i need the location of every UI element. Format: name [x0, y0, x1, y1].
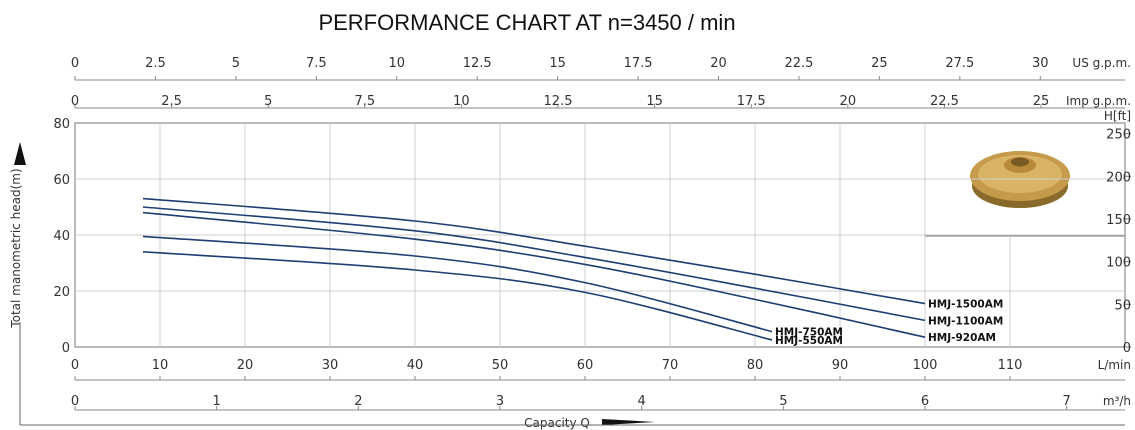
y-axis-left-label: Total manometric head(m): [9, 168, 23, 328]
grid-lines: [75, 123, 1125, 347]
x-axis-2-tick-label: 60: [577, 358, 594, 373]
x-axis-2-tick-label: 90: [832, 358, 849, 373]
x-axis-0-tick-label: 20: [710, 56, 727, 71]
x-axis-3-tick-label: 1: [213, 394, 221, 409]
x-axis-0-tick-label: 30: [1032, 56, 1049, 71]
x-axis-2-tick-label: 0: [71, 358, 79, 373]
x-axis-0-tick-label: 15: [549, 56, 566, 71]
x-axis-2-tick-label: 70: [662, 358, 679, 373]
x-axis-2-tick-label: 30: [322, 358, 339, 373]
x-axis-0-tick-label: 5: [232, 56, 240, 71]
x-axis-2-tick-label: 20: [237, 358, 254, 373]
series-label-hmj-1500am: HMJ-1500AM: [928, 299, 1003, 311]
x-axis-2-tick-label: 40: [407, 358, 424, 373]
y-tick-right-label: 200: [1106, 170, 1131, 185]
x-axis-3-tick-label: 2: [354, 394, 362, 409]
y-axis-right-unit: H[ft]: [1104, 109, 1131, 123]
x-axis-1-tick-label: 2.5: [161, 94, 182, 109]
x-axis-label: Capacity Q: [524, 416, 590, 430]
y-tick-right-label: 150: [1106, 213, 1131, 228]
x-axis-2-tick-label: 80: [747, 358, 764, 373]
y-tick-left-label: 40: [53, 229, 70, 244]
x-axis-2-tick-label: 50: [492, 358, 509, 373]
chart-title: PERFORMANCE CHART AT n=3450 / min: [318, 10, 735, 35]
x-axis-0-tick-label: 25: [871, 56, 888, 71]
series-label-hmj-1100am: HMJ-1100AM: [928, 315, 1003, 327]
x-axis-2-tick-label: 100: [913, 358, 938, 373]
x-axis-1-tick-label: 10: [453, 94, 470, 109]
y-tick-right-label: 100: [1106, 256, 1131, 271]
x-axis-0-tick-label: 27.5: [945, 56, 974, 71]
series-line-hmj-920am: [142, 211, 926, 338]
series-line-hmj-1100am: [142, 206, 926, 322]
series-label-hmj-920am: HMJ-920AM: [928, 332, 996, 344]
x-axis-3-tick-label: 6: [921, 394, 929, 409]
x-axis-2-tick-label: 110: [998, 358, 1023, 373]
series-labels: HMJ-1500AM HMJ-1100AM HMJ-920AM HMJ-750AMHM…: [775, 299, 1003, 347]
y-tick-left-label: 0: [62, 341, 70, 356]
y-tick-left-label: 20: [53, 285, 70, 300]
x-axis-2-unit: L/min: [1098, 358, 1131, 372]
x-axis-1-tick-label: 15: [646, 94, 663, 109]
y-axis-left-ticks: 0 20 40 60 80: [53, 117, 70, 356]
x-axis-1-unit: Imp g.p.m.: [1066, 94, 1131, 108]
x-axis-1-tick-label: 22.5: [930, 94, 959, 109]
x-axis-3-unit: m³/h: [1103, 394, 1131, 408]
x-axis-0-tick-label: 10: [388, 56, 405, 71]
x-axis-0-tick-label: 22.5: [784, 56, 813, 71]
x-axis-0-tick-label: 17.5: [624, 56, 653, 71]
x-axis-1-tick-label: 17.5: [737, 94, 766, 109]
y-axis-arrow-icon: [14, 142, 26, 165]
x-axis-1-tick-label: 5: [264, 94, 272, 109]
x-axis-3-tick-label: 0: [71, 394, 79, 409]
x-axis-3-tick-label: 7: [1063, 394, 1071, 409]
x-axes: 0 2.5 5 7.5 10 12.5 15 17.5 20 22.5 25 27.5 30 US g.p…: [71, 56, 1131, 411]
series-label-hmj-750am: HMJ-750AM: [775, 327, 843, 339]
y-tick-right-label: 0: [1123, 341, 1131, 356]
series-line-hmj-550am: [142, 251, 773, 341]
y-axis-left-label-group: Total manometric head(m): [9, 142, 26, 425]
x-axis-1-tick-label: 12.5: [544, 94, 573, 109]
x-axis-0-unit: US g.p.m.: [1072, 56, 1131, 70]
x-axis-2-tick-label: 10: [152, 358, 169, 373]
x-axis-1-tick-label: 25: [1033, 94, 1050, 109]
y-tick-left-label: 60: [53, 173, 70, 188]
x-axis-1-tick-label: 0: [71, 94, 79, 109]
y-axis-right-ticks: 0 50 100 150 200 250: [1106, 128, 1131, 356]
x-axis-1-tick-label: 20: [840, 94, 857, 109]
y-tick-right-label: 250: [1106, 128, 1131, 143]
x-axis-label-group: Capacity Q: [20, 416, 1125, 430]
series-label-hmj-550am: HMJ-550AM: [775, 335, 843, 347]
series-lines: [142, 197, 926, 341]
y-tick-left-label: 80: [53, 117, 70, 132]
x-axis-0-tick-label: 7.5: [306, 56, 327, 71]
series-line-hmj-1500am: [142, 197, 926, 305]
x-axis-1-tick-label: 7.5: [354, 94, 375, 109]
x-axis-0-tick-label: 12.5: [463, 56, 492, 71]
x-axis-0-tick-label: 2.5: [145, 56, 166, 71]
y-tick-right-label: 50: [1114, 298, 1131, 313]
x-axis-0-tick-label: 0: [71, 56, 79, 71]
x-axis-3-tick-label: 4: [638, 394, 646, 409]
x-axis-3-tick-label: 3: [496, 394, 504, 409]
series-line-hmj-750am: [142, 235, 773, 333]
x-axis-arrow-icon: [602, 419, 655, 425]
x-axis-3-tick-label: 5: [779, 394, 787, 409]
